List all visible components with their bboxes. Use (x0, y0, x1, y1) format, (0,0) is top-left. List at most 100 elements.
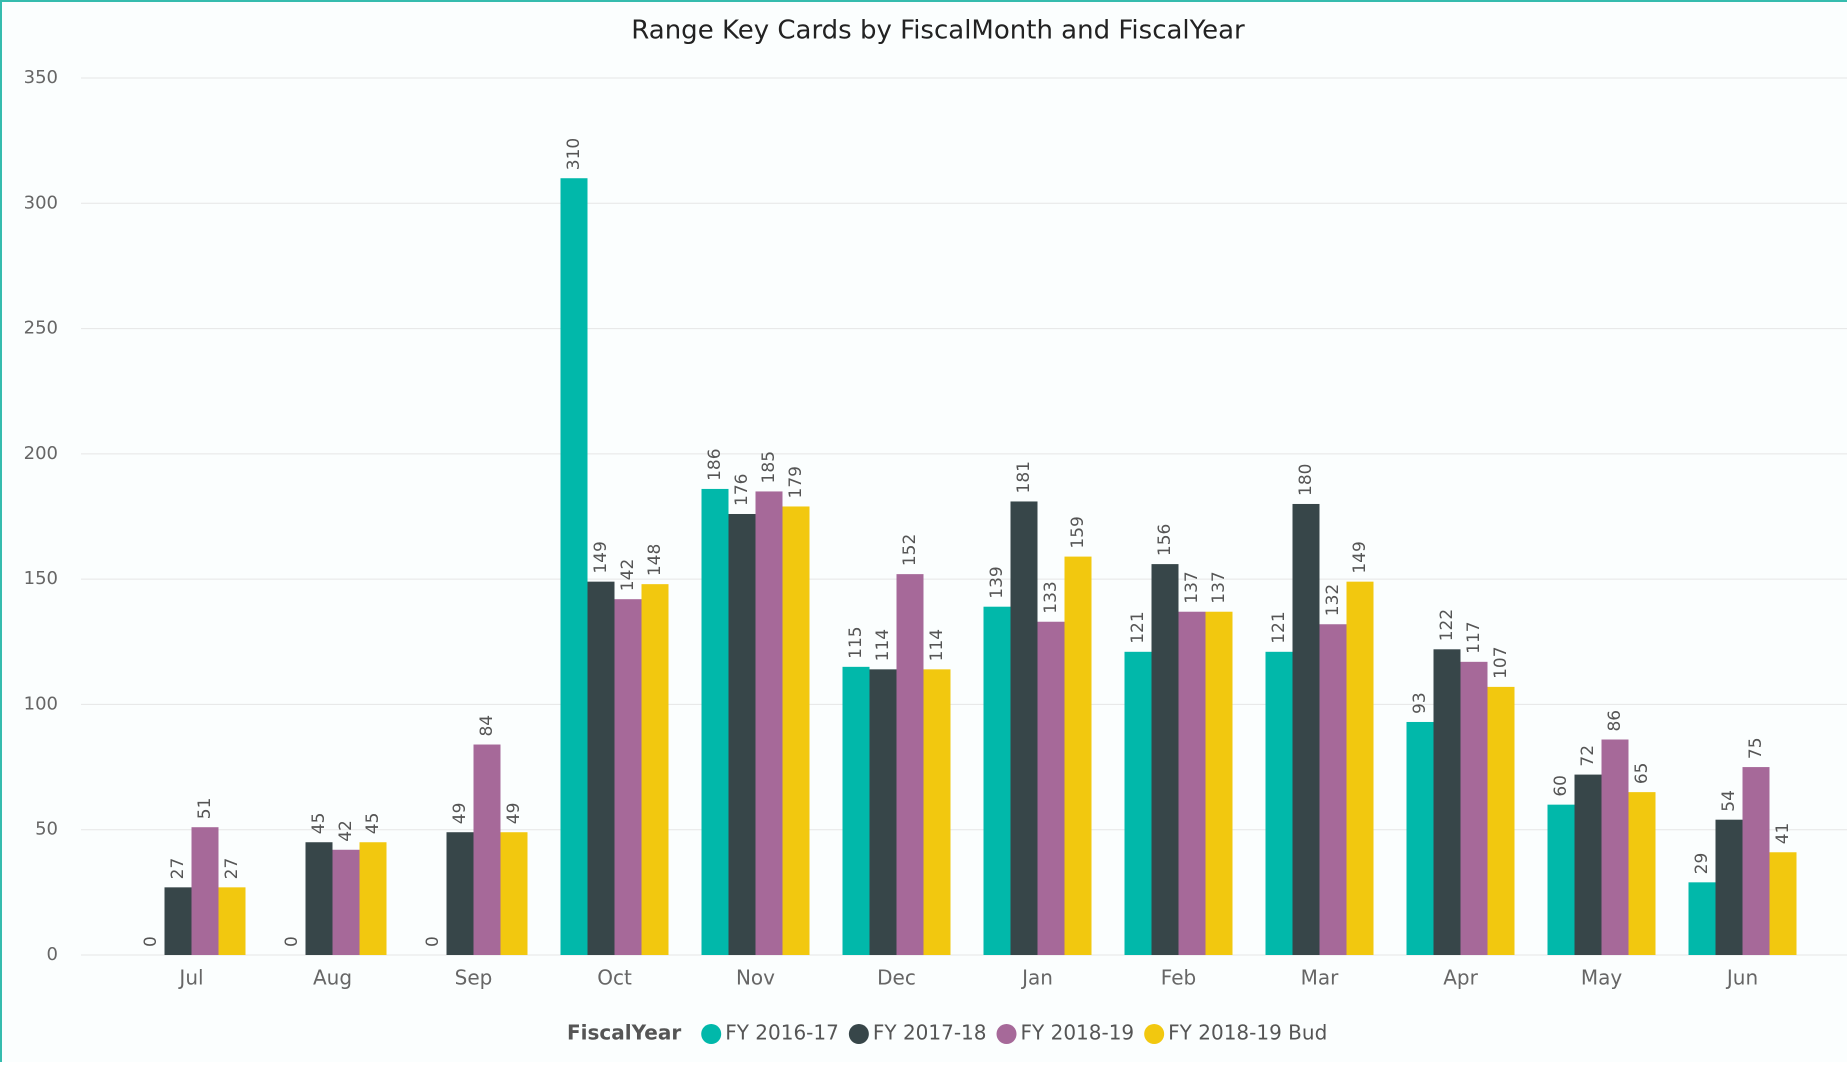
data-label: 86 (1605, 710, 1625, 732)
bar (614, 599, 642, 955)
data-label: 0 (282, 936, 302, 947)
bar (1292, 503, 1320, 955)
bar (1460, 661, 1488, 955)
data-label: 0 (141, 936, 161, 947)
data-label: 149 (1350, 541, 1370, 573)
data-label: 148 (645, 544, 665, 576)
data-label: 181 (1014, 461, 1034, 493)
bar (446, 832, 474, 955)
bar (1601, 739, 1629, 955)
data-label: 137 (1182, 571, 1202, 603)
y-tick-label: 150 (24, 568, 58, 589)
bar (560, 178, 588, 955)
data-label: 60 (1551, 775, 1571, 797)
data-label: 179 (786, 466, 806, 498)
bar (473, 744, 501, 955)
data-label: 137 (1209, 571, 1229, 603)
data-label: 156 (1155, 524, 1175, 556)
bar (701, 488, 729, 955)
y-tick-label: 350 (24, 67, 58, 88)
data-label: 180 (1296, 464, 1316, 496)
bar (191, 827, 219, 955)
data-label: 149 (591, 541, 611, 573)
data-label: 93 (1410, 692, 1430, 714)
bar (500, 832, 528, 955)
data-label: 133 (1041, 581, 1061, 613)
data-label: 0 (423, 936, 443, 947)
bar (641, 584, 669, 955)
x-tick-label: Sep (455, 966, 493, 990)
data-label: 65 (1632, 762, 1652, 784)
data-label: 27 (168, 858, 188, 880)
data-label: 45 (309, 813, 329, 835)
x-tick-label: Dec (877, 966, 916, 990)
data-label: 121 (1128, 611, 1148, 643)
x-tick-label: Nov (736, 966, 775, 990)
bar (1433, 649, 1461, 955)
data-label: 176 (732, 474, 752, 506)
bar (923, 669, 951, 955)
y-tick-label: 250 (24, 318, 58, 339)
bar (164, 887, 192, 955)
data-label: 186 (705, 448, 725, 480)
bar (1346, 581, 1374, 955)
bar (896, 574, 924, 955)
bar (728, 513, 756, 955)
bar (1205, 611, 1233, 955)
bar (782, 506, 810, 955)
legend-marker (1144, 1024, 1165, 1044)
x-tick-label: May (1581, 966, 1623, 990)
bar (842, 666, 870, 955)
data-label: 51 (195, 798, 215, 820)
legend-title: FiscalYear (567, 1021, 681, 1045)
data-label: 132 (1323, 584, 1343, 616)
data-label: 159 (1068, 516, 1088, 548)
bar (332, 849, 360, 955)
bar (218, 887, 246, 955)
bar (1124, 651, 1152, 955)
legend-label: FY 2018-19 (1021, 1021, 1135, 1045)
data-label: 117 (1464, 621, 1484, 653)
bar (1742, 767, 1770, 955)
x-tick-label: Apr (1443, 966, 1478, 990)
y-tick-label: 300 (24, 192, 58, 213)
data-label: 42 (336, 820, 356, 842)
legend-marker (996, 1024, 1017, 1044)
bar (1406, 721, 1434, 955)
data-label: 41 (1773, 823, 1793, 845)
y-tick-label: 0 (47, 944, 58, 965)
bar (1769, 852, 1797, 955)
bar (587, 581, 615, 955)
chart-title: Range Key Cards by FiscalMonth and Fisca… (631, 16, 1245, 46)
bar (1319, 624, 1347, 955)
x-tick-label: Mar (1301, 966, 1340, 990)
y-tick-label: 100 (24, 693, 58, 714)
bar (1064, 556, 1092, 955)
bar (869, 669, 897, 955)
data-label: 54 (1719, 790, 1739, 812)
data-label: 107 (1491, 646, 1511, 678)
bar (1715, 819, 1743, 955)
bar (1151, 564, 1179, 955)
bar (755, 491, 783, 955)
bar (1628, 792, 1656, 955)
data-label: 122 (1437, 609, 1457, 641)
y-tick-label: 200 (24, 443, 58, 464)
data-label: 310 (564, 138, 584, 170)
data-label: 121 (1269, 611, 1289, 643)
data-label: 49 (504, 803, 524, 825)
x-tick-label: Jan (1020, 966, 1053, 990)
bar (1487, 686, 1515, 955)
data-label: 185 (759, 451, 779, 483)
bar (359, 842, 387, 955)
data-label: 152 (900, 534, 920, 566)
data-label: 84 (477, 715, 497, 737)
legend-label: FY 2016-17 (725, 1021, 839, 1045)
x-tick-label: Oct (597, 966, 632, 990)
legend-marker (701, 1024, 722, 1044)
x-tick-label: Jul (177, 966, 203, 990)
data-label: 115 (846, 626, 866, 658)
data-label: 114 (873, 629, 893, 661)
legend-label: FY 2018-19 Bud (1168, 1021, 1327, 1045)
